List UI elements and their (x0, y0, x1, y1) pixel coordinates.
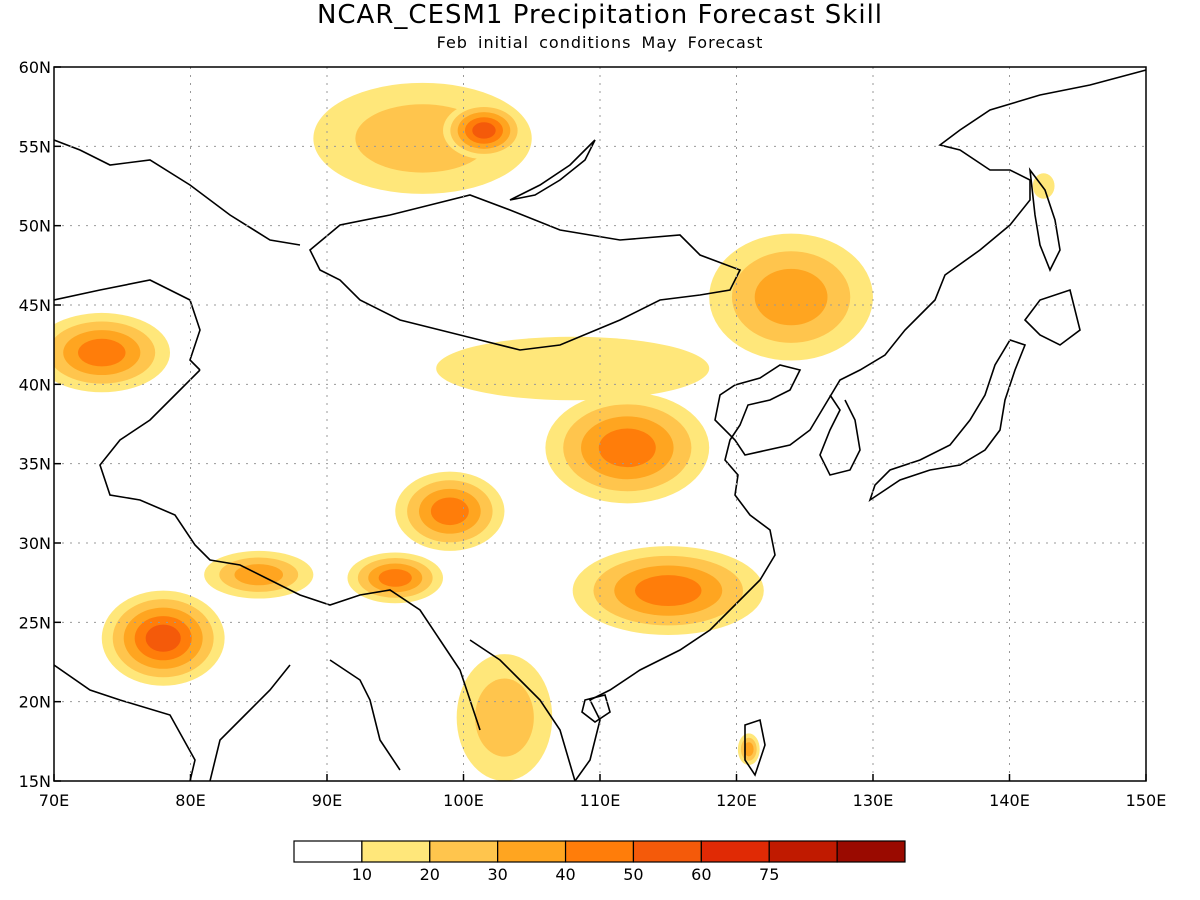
colorbar-swatch (361, 840, 431, 863)
skill-contour-baikal-west (472, 122, 496, 139)
chart-subtitle: Feb initial conditions May Forecast (436, 33, 764, 52)
colorbar-swatch (836, 840, 906, 863)
lake-baikal (509, 139, 596, 201)
japan-coastline (868, 339, 1027, 502)
india-coastline (54, 664, 196, 781)
indochina-border (469, 639, 576, 781)
kazakh-north-border (54, 139, 301, 246)
x-tick-label: 110E (580, 791, 621, 810)
x-tick-label: 80E (175, 791, 205, 810)
bay-of-bengal-coastline (209, 664, 291, 781)
x-tick-label: 130E (853, 791, 894, 810)
skill-contour-himalaya-east (378, 569, 412, 587)
skill-contour-tibet-east (430, 497, 469, 526)
skill-contour-taiwan (743, 742, 754, 757)
gridlines (54, 67, 1146, 781)
china-west-border (99, 369, 481, 731)
hokkaido-coastline (1023, 288, 1081, 346)
colorbar-swatch (497, 840, 567, 863)
colorbar-swatch (768, 840, 838, 863)
colorbar-label: 75 (759, 865, 779, 884)
colorbar-swatch (700, 840, 770, 863)
chart-title: NCAR_CESM1 Precipitation Forecast Skill (316, 0, 884, 30)
colorbar-label: 20 (420, 865, 440, 884)
skill-contour-indochina (475, 678, 534, 757)
sakhalin-coastline (1028, 167, 1061, 272)
y-tick-label: 35N (19, 455, 51, 474)
y-tick-label: 45N (19, 296, 51, 315)
y-tick-label: 20N (19, 693, 51, 712)
colorbar: 10 20 30 40 50 60 75 (293, 840, 906, 884)
y-tick-label: 25N (19, 613, 51, 632)
colorbar-swatch (632, 840, 702, 863)
skill-contour-northeast-china (754, 268, 828, 326)
skill-contour-kazakh-east (78, 338, 126, 367)
hainan-coastline (581, 694, 611, 723)
y-tick-label: 60N (19, 58, 51, 77)
y-tick-label: 15N (19, 772, 51, 791)
skill-contour-yangtze-south (635, 575, 702, 607)
x-tick-label: 120E (716, 791, 757, 810)
colorbar-swatch (564, 840, 635, 863)
taiwan-coastline (744, 718, 766, 777)
colorbar-swatch (293, 840, 363, 863)
skill-shading (54, 82, 1055, 781)
myanmar-coastline (329, 659, 401, 771)
colorbar-label: 40 (555, 865, 575, 884)
colorbar-swatch (429, 840, 499, 863)
colorbar-label: 10 (352, 865, 372, 884)
skill-contour-mongolia-south (436, 336, 710, 401)
mainland-coastline (574, 69, 1146, 781)
x-axis: 70E 80E 90E 100E 110E 120E 130E 140E 150E (39, 774, 1167, 810)
skill-contour-india-central (145, 624, 181, 652)
y-tick-label: 30N (19, 534, 51, 553)
x-tick-label: 140E (989, 791, 1030, 810)
russia-mongolia-border (309, 194, 742, 351)
korea-coastline (819, 394, 861, 476)
colorbar-label: 50 (623, 865, 643, 884)
x-tick-label: 70E (39, 791, 69, 810)
x-tick-label: 90E (312, 791, 342, 810)
y-tick-label: 50N (19, 217, 51, 236)
skill-contour-loess-plateau (598, 428, 656, 468)
x-tick-label: 150E (1126, 791, 1167, 810)
y-tick-label: 40N (19, 375, 51, 394)
y-axis: 15N 20N 25N 30N 35N 40N 45N 50N 55N 60N (19, 58, 61, 791)
colorbar-label: 60 (691, 865, 711, 884)
x-tick-label: 100E (443, 791, 484, 810)
y-tick-label: 55N (19, 137, 51, 156)
colorbar-label: 30 (487, 865, 507, 884)
